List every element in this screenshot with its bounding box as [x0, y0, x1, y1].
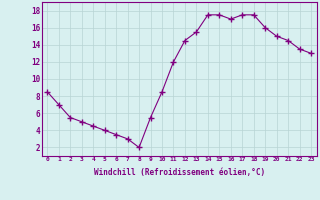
X-axis label: Windchill (Refroidissement éolien,°C): Windchill (Refroidissement éolien,°C): [94, 168, 265, 177]
